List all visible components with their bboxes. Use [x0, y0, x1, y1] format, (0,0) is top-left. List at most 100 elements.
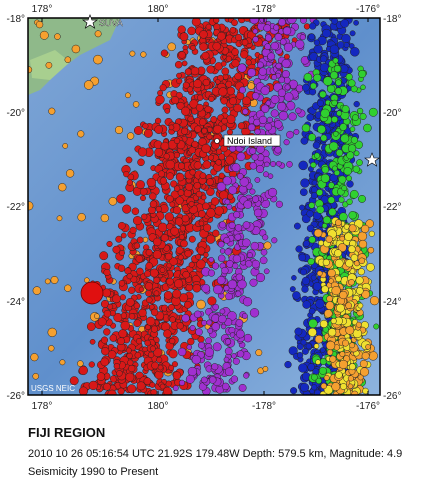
- large-quake: [80, 281, 104, 305]
- quake-dot: [345, 325, 355, 335]
- quake-dot: [228, 221, 236, 229]
- frame: [27, 17, 381, 396]
- quake-dot: [217, 254, 226, 263]
- quake-dot: [199, 30, 208, 39]
- quake-dot: [179, 225, 186, 232]
- quake-dot: [159, 383, 166, 390]
- quake-dot: [174, 60, 183, 69]
- quake-dot: [183, 300, 192, 309]
- quake-dot: [196, 259, 206, 269]
- quake-dot: [343, 223, 350, 230]
- quake-dot: [245, 260, 253, 268]
- quake-dot: [347, 245, 356, 254]
- quake-dot: [32, 373, 39, 380]
- quake-dot: [264, 34, 273, 42]
- quake-dot: [319, 358, 327, 365]
- quake-dot: [326, 349, 334, 356]
- quake-dot: [141, 213, 148, 220]
- quake-dot: [349, 342, 356, 349]
- quake-dot: [140, 51, 147, 58]
- quake-dot: [308, 202, 315, 209]
- quake-dot: [284, 360, 292, 369]
- quake-dot: [129, 50, 136, 57]
- quake-dot: [220, 97, 228, 105]
- quake-dot: [342, 339, 349, 347]
- quake-dot: [172, 385, 179, 392]
- quake-dot: [177, 347, 187, 357]
- quake-dot: [241, 313, 248, 319]
- quake-dot: [262, 234, 269, 241]
- quake-dot: [133, 126, 143, 135]
- quake-dot: [356, 107, 364, 115]
- quake-dot: [54, 33, 61, 40]
- quake-dot: [160, 49, 169, 57]
- quake-dot: [108, 197, 118, 206]
- quake-dot: [205, 337, 212, 345]
- quake-dot: [179, 32, 189, 42]
- quake-dot: [56, 215, 63, 222]
- quake-dot: [308, 318, 318, 329]
- quake-dot: [225, 80, 233, 88]
- quake-dot: [191, 18, 201, 27]
- quake-dot: [172, 289, 182, 299]
- quake-dot: [246, 252, 253, 259]
- quake-dot: [226, 114, 236, 124]
- quake-dot: [187, 366, 198, 377]
- quake-dot: [347, 79, 356, 88]
- quake-dot: [185, 374, 195, 384]
- quake-dot: [273, 24, 280, 31]
- quake-dot: [319, 319, 328, 328]
- lat-label: -20°: [383, 108, 401, 119]
- quake-dot: [301, 83, 310, 92]
- quake-dot: [291, 275, 297, 281]
- quake-dot: [308, 236, 316, 244]
- quake-dot: [271, 74, 278, 81]
- quake-dot: [331, 382, 341, 392]
- quake-dot: [163, 153, 170, 160]
- quake-dot: [117, 221, 126, 230]
- quake-dot: [155, 205, 162, 213]
- quake-dot: [143, 377, 152, 386]
- quake-dot: [140, 195, 146, 202]
- quake-dot: [88, 361, 95, 368]
- quake-dot: [308, 133, 316, 142]
- quake-dot: [173, 137, 181, 144]
- quake-dot: [238, 383, 247, 392]
- quake-dot: [59, 359, 66, 366]
- quake-dot: [341, 33, 351, 44]
- quake-dot: [164, 252, 173, 261]
- quake-dot: [175, 196, 184, 205]
- quake-dot: [234, 224, 243, 232]
- quake-dot: [229, 26, 237, 34]
- quake-dot: [310, 192, 318, 200]
- quake-dot: [348, 224, 357, 233]
- city-star: [81, 14, 99, 29]
- quake-dot: [316, 189, 324, 196]
- quake-dot: [243, 372, 250, 379]
- quake-dot: [137, 147, 148, 157]
- quake-dot: [224, 367, 234, 377]
- quake-dot: [206, 65, 215, 74]
- quake-dot: [187, 26, 196, 36]
- quake-dot: [106, 240, 113, 248]
- quake-dot: [320, 108, 330, 118]
- quake-dot: [268, 187, 278, 197]
- quake-dot: [39, 30, 49, 40]
- quake-dot: [193, 310, 202, 319]
- quake-dot: [189, 169, 196, 176]
- quake-dot: [185, 182, 194, 191]
- quake-dot: [154, 125, 164, 134]
- quake-dot: [275, 62, 282, 70]
- quake-dot: [259, 18, 268, 24]
- quake-dot: [356, 287, 364, 295]
- quake-dot: [117, 337, 125, 345]
- quake-dot: [197, 210, 206, 218]
- quake-dot: [212, 229, 220, 237]
- quake-dot: [232, 262, 239, 270]
- quake-dot: [236, 350, 245, 358]
- quake-dot: [255, 164, 265, 174]
- quake-dot: [328, 207, 337, 217]
- quake-dot: [368, 107, 378, 117]
- quake-dot: [274, 33, 283, 42]
- quake-dot: [227, 279, 238, 290]
